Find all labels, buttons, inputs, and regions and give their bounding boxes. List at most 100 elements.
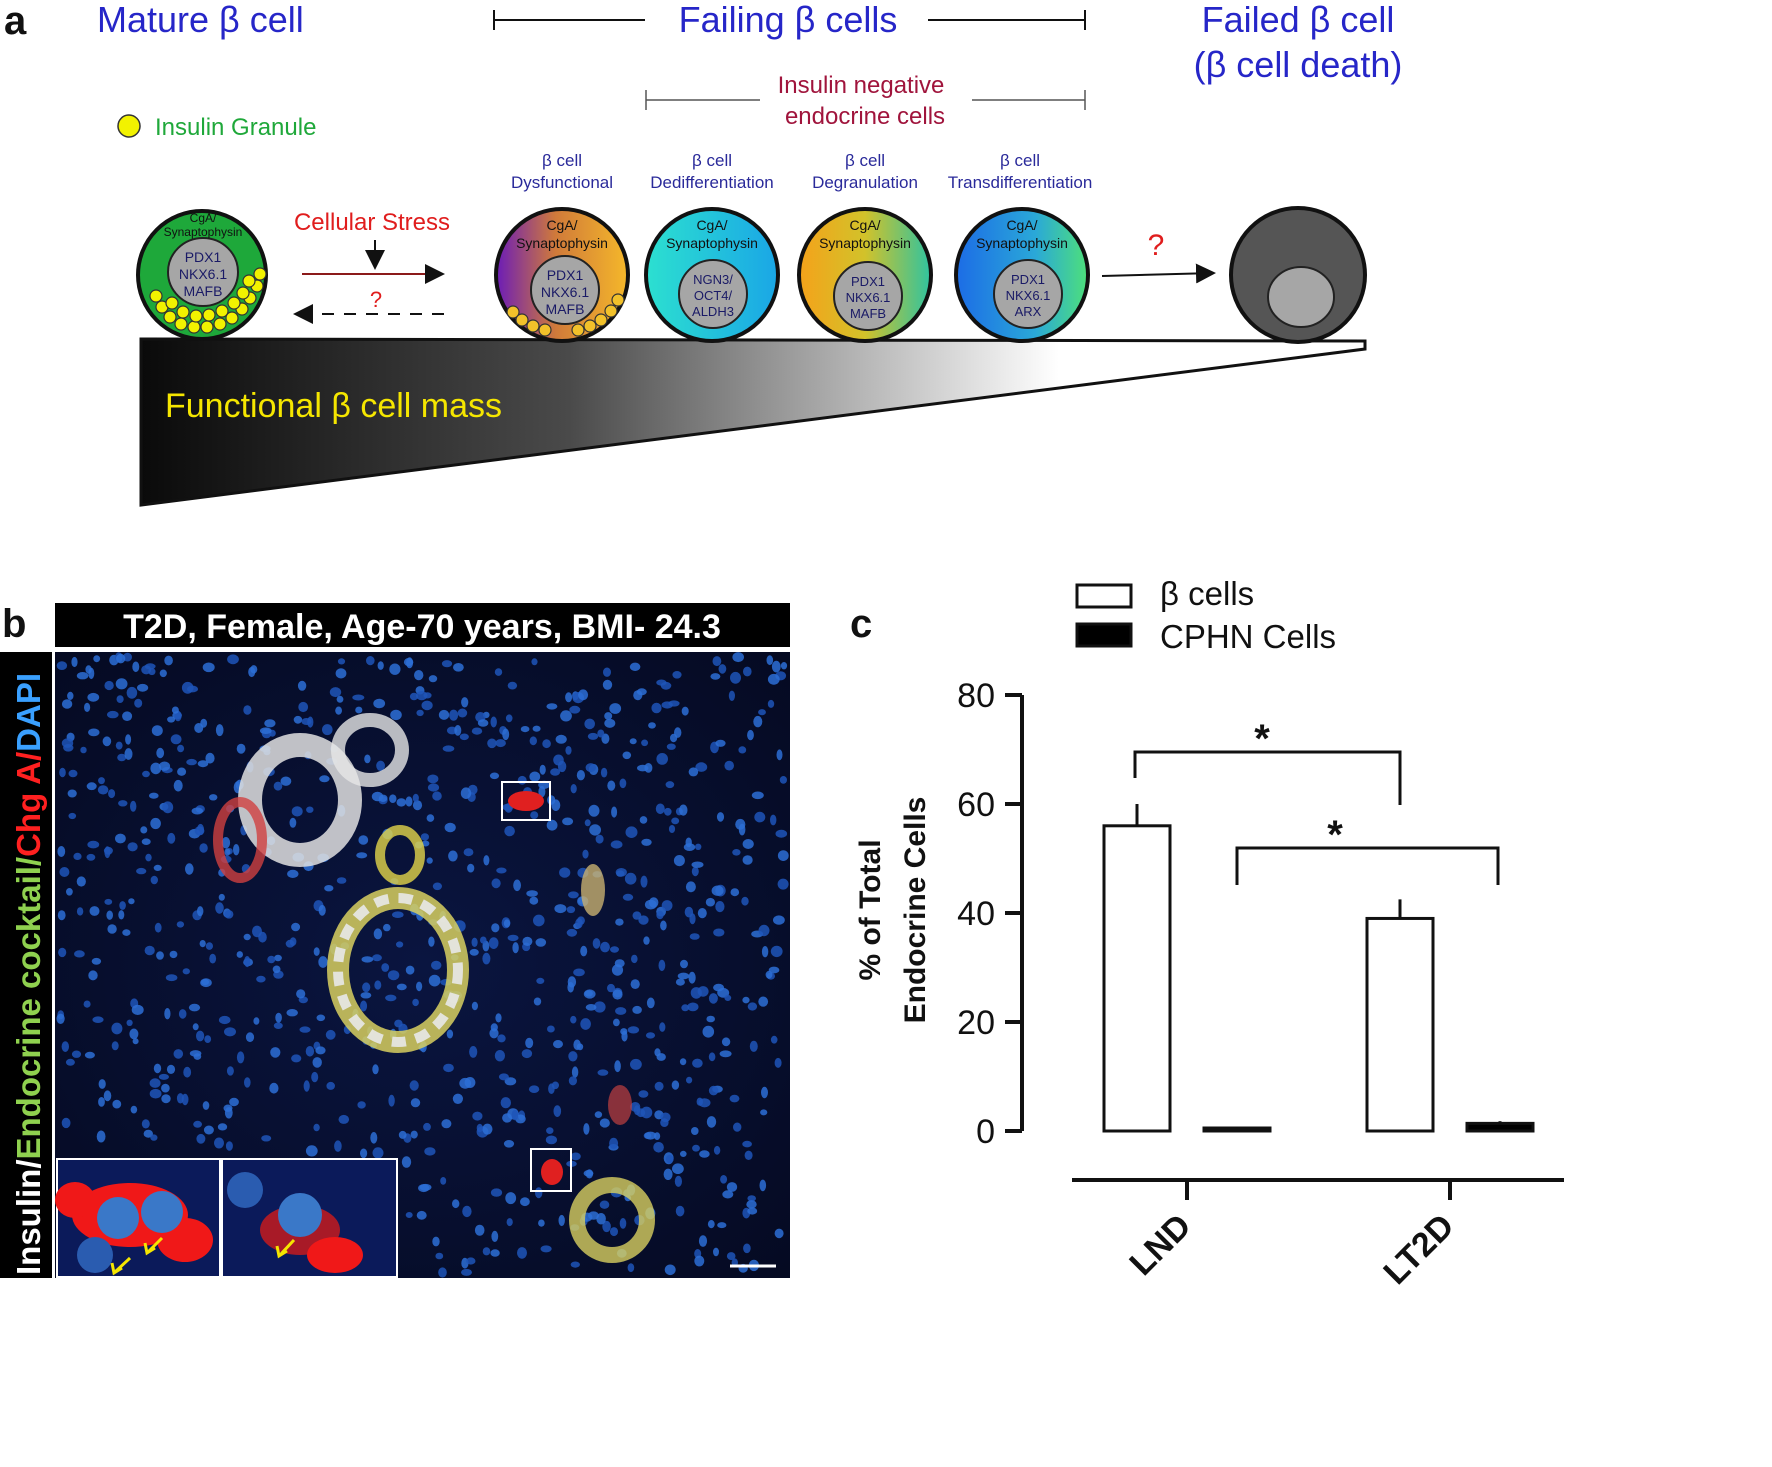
- dapi-nucleus: [655, 803, 665, 815]
- dapi-nucleus: [205, 942, 213, 950]
- dapi-nucleus: [273, 1022, 283, 1029]
- islet-upper-left: [213, 713, 425, 885]
- dapi-nucleus: [630, 979, 640, 989]
- dapi-nucleus: [63, 744, 74, 752]
- cell-0-marker-line2: Synaptophysin: [164, 225, 243, 239]
- dapi-nucleus: [129, 1028, 139, 1040]
- dapi-nucleus: [633, 690, 643, 701]
- dapi-nucleus: [457, 708, 468, 718]
- dapi-nucleus: [695, 843, 702, 850]
- dapi-nucleus: [307, 716, 314, 728]
- dapi-nucleus: [449, 709, 459, 721]
- dapi-nuclei: [56, 652, 789, 1278]
- dedifferentiation-cell: CgA/ Synaptophysin NGN3/ OCT4/ ALDH3: [644, 207, 780, 343]
- y-tick-label: 60: [957, 786, 995, 824]
- dapi-nucleus: [671, 817, 680, 825]
- dapi-nucleus: [497, 1034, 506, 1043]
- dapi-nucleus: [573, 968, 585, 977]
- failed-cell-title-line2: (β cell death): [1194, 44, 1403, 85]
- dapi-nucleus: [150, 817, 161, 830]
- dapi-nucleus: [776, 749, 783, 761]
- dapi-nucleus: [553, 754, 564, 766]
- dapi-nucleus: [226, 1066, 234, 1076]
- dapi-nucleus: [695, 762, 708, 772]
- dapi-nucleus: [370, 1132, 378, 1144]
- dapi-nucleus: [460, 787, 472, 799]
- dapi-nucleus: [566, 928, 578, 937]
- dapi-nucleus: [743, 1243, 751, 1254]
- dapi-nucleus: [517, 775, 527, 785]
- stage-label-3-line2: Degranulation: [812, 173, 918, 192]
- dapi-nucleus: [115, 741, 123, 750]
- dapi-nucleus: [396, 798, 407, 807]
- dapi-nucleus: [286, 1009, 298, 1017]
- dapi-nucleus: [551, 799, 561, 811]
- dapi-nucleus: [119, 901, 126, 910]
- bar-cphn: [1465, 1121, 1535, 1133]
- dapi-nucleus: [599, 1118, 610, 1128]
- dapi-nucleus: [580, 1018, 591, 1030]
- bar-beta: [1365, 916, 1435, 1133]
- failing-range-bracket: [493, 10, 1086, 30]
- cell-3-nucleus-line3: MAFB: [850, 306, 886, 321]
- dapi-nucleus: [584, 819, 591, 827]
- dapi-nucleus: [494, 1050, 505, 1062]
- dapi-nucleus: [381, 963, 390, 972]
- dapi-nucleus: [658, 959, 666, 972]
- dapi-nucleus: [675, 978, 685, 986]
- dapi-nucleus: [526, 890, 538, 897]
- dapi-nucleus: [117, 753, 127, 762]
- dapi-nucleus: [388, 1094, 395, 1107]
- dapi-nucleus: [553, 1105, 562, 1117]
- dapi-nucleus: [654, 1081, 664, 1091]
- dapi-nucleus: [236, 743, 246, 754]
- dapi-nucleus: [500, 1097, 511, 1109]
- dapi-nucleus: [202, 1101, 210, 1110]
- dapi-nucleus: [280, 776, 292, 786]
- dapi-nucleus: [141, 1119, 150, 1129]
- cell-0-nucleus-line3: MAFB: [184, 283, 223, 299]
- dapi-nucleus: [711, 885, 724, 896]
- dapi-nucleus: [145, 853, 152, 862]
- dapi-nucleus: [595, 834, 604, 844]
- dapi-nucleus: [713, 983, 725, 992]
- dapi-nucleus: [638, 915, 649, 925]
- dapi-nucleus: [602, 1220, 611, 1233]
- dapi-nucleus: [428, 936, 435, 947]
- dapi-nucleus: [588, 1211, 599, 1220]
- dapi-nucleus: [98, 777, 105, 785]
- dapi-nucleus: [639, 816, 648, 824]
- cell-0-marker-line1: CgA/: [190, 211, 217, 225]
- dapi-nucleus: [126, 686, 138, 699]
- death-question-mark: ?: [1148, 229, 1165, 262]
- dapi-nucleus: [253, 1017, 260, 1025]
- dapi-nucleus: [758, 996, 769, 1007]
- dapi-nucleus: [471, 1001, 478, 1011]
- dapi-nucleus: [472, 1111, 483, 1121]
- dapi-nucleus: [390, 709, 402, 721]
- dapi-nucleus: [513, 879, 521, 892]
- dapi-nucleus: [73, 852, 82, 861]
- dapi-nucleus: [76, 907, 84, 916]
- dapi-nucleus: [289, 817, 297, 828]
- dapi-nucleus: [717, 1222, 727, 1229]
- dapi-nucleus: [477, 719, 489, 727]
- dapi-nucleus: [188, 1003, 201, 1012]
- dapi-nucleus: [548, 1083, 555, 1094]
- dapi-nucleus: [773, 915, 785, 925]
- transdifferentiation-cell: CgA/ Synaptophysin PDX1 NKX6.1 ARX: [954, 207, 1090, 343]
- dapi-nucleus: [176, 1093, 184, 1104]
- cell-4-nucleus-line3: ARX: [1015, 304, 1042, 319]
- dapi-nucleus: [159, 669, 167, 678]
- dapi-nucleus: [325, 1029, 336, 1040]
- dapi-nucleus: [209, 953, 217, 964]
- dapi-nucleus: [392, 911, 404, 918]
- dapi-nucleus: [592, 938, 601, 949]
- dapi-nucleus: [383, 923, 391, 932]
- dapi-nucleus: [427, 783, 440, 792]
- dapi-nucleus: [765, 970, 773, 979]
- stage-label-1-line2: Dysfunctional: [511, 173, 613, 192]
- residual-granules: [506, 293, 625, 337]
- dapi-nucleus: [423, 1122, 431, 1131]
- dapi-nucleus: [410, 1130, 418, 1139]
